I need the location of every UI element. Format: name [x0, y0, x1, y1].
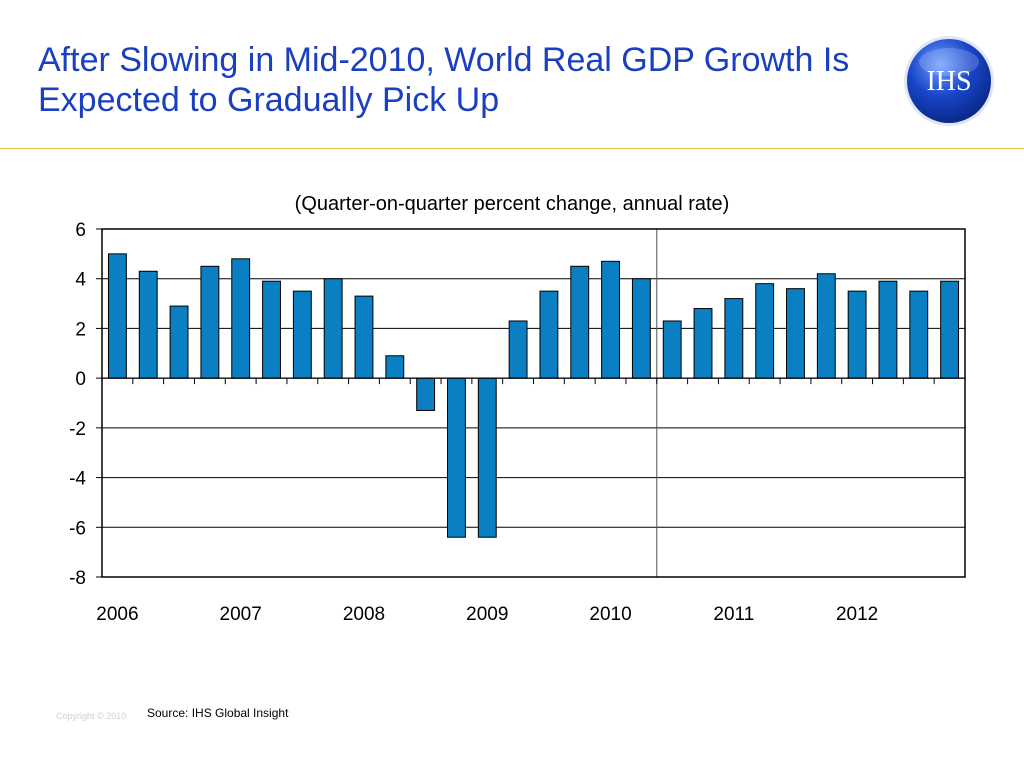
x-tick-label: 2009: [466, 604, 508, 625]
bar: [447, 377, 466, 538]
bar: [662, 320, 682, 379]
bar: [200, 265, 220, 379]
bar: [878, 280, 898, 379]
bar: [755, 283, 775, 379]
bar: [385, 355, 405, 379]
bar: [169, 305, 189, 379]
slide-title: After Slowing in Mid-2010, World Real GD…: [38, 41, 850, 119]
bar: [570, 265, 590, 379]
y-tick-label: 6: [75, 220, 86, 241]
bar: [847, 290, 867, 379]
y-tick-label: -6: [69, 518, 86, 539]
bar: [508, 320, 528, 379]
chart-title: (Quarter-on-quarter percent change, annu…: [294, 193, 730, 215]
y-tick-label: -2: [69, 419, 86, 440]
y-tick-label: -4: [69, 469, 86, 490]
x-tick-label: 2011: [713, 604, 754, 625]
x-tick-label: 2010: [589, 604, 631, 625]
bar: [107, 253, 127, 379]
bar: [693, 308, 713, 379]
bar: [354, 295, 374, 379]
x-tick-label: 2008: [343, 604, 385, 625]
source-note: Source: IHS Global Insight: [147, 706, 289, 720]
y-tick-label: -8: [69, 568, 86, 589]
bar: [323, 278, 343, 379]
bar: [477, 377, 497, 538]
bar: [909, 290, 929, 379]
bar: [816, 273, 836, 379]
y-tick-label: 2: [75, 319, 86, 340]
y-tick-label: 4: [75, 270, 86, 291]
bar: [940, 280, 960, 379]
title-rule: [0, 148, 1024, 149]
plot-border: [101, 228, 966, 578]
x-tick-label: 2007: [220, 604, 262, 625]
bar: [786, 288, 805, 379]
bar: [601, 260, 620, 379]
bar: [416, 377, 436, 411]
bar: [231, 258, 251, 379]
y-tick-label: 0: [75, 369, 86, 390]
bar: [724, 298, 744, 379]
x-tick-label: 2012: [836, 604, 878, 625]
x-tick-label: 2006: [96, 604, 138, 625]
ihs-logo: IHS: [904, 36, 994, 126]
copyright-text: Copyright © 2010: [56, 711, 127, 721]
logo-text: IHS: [926, 66, 971, 97]
bar: [262, 280, 281, 379]
bar: [292, 290, 312, 379]
bar: [631, 278, 651, 379]
bar: [539, 290, 559, 379]
gdp-bar-chart: 6 4 2 0 -2 -4 -6 -8 2006 2007 2008 2009 2010 2011 2012: [69, 220, 966, 625]
bar: [138, 270, 158, 379]
